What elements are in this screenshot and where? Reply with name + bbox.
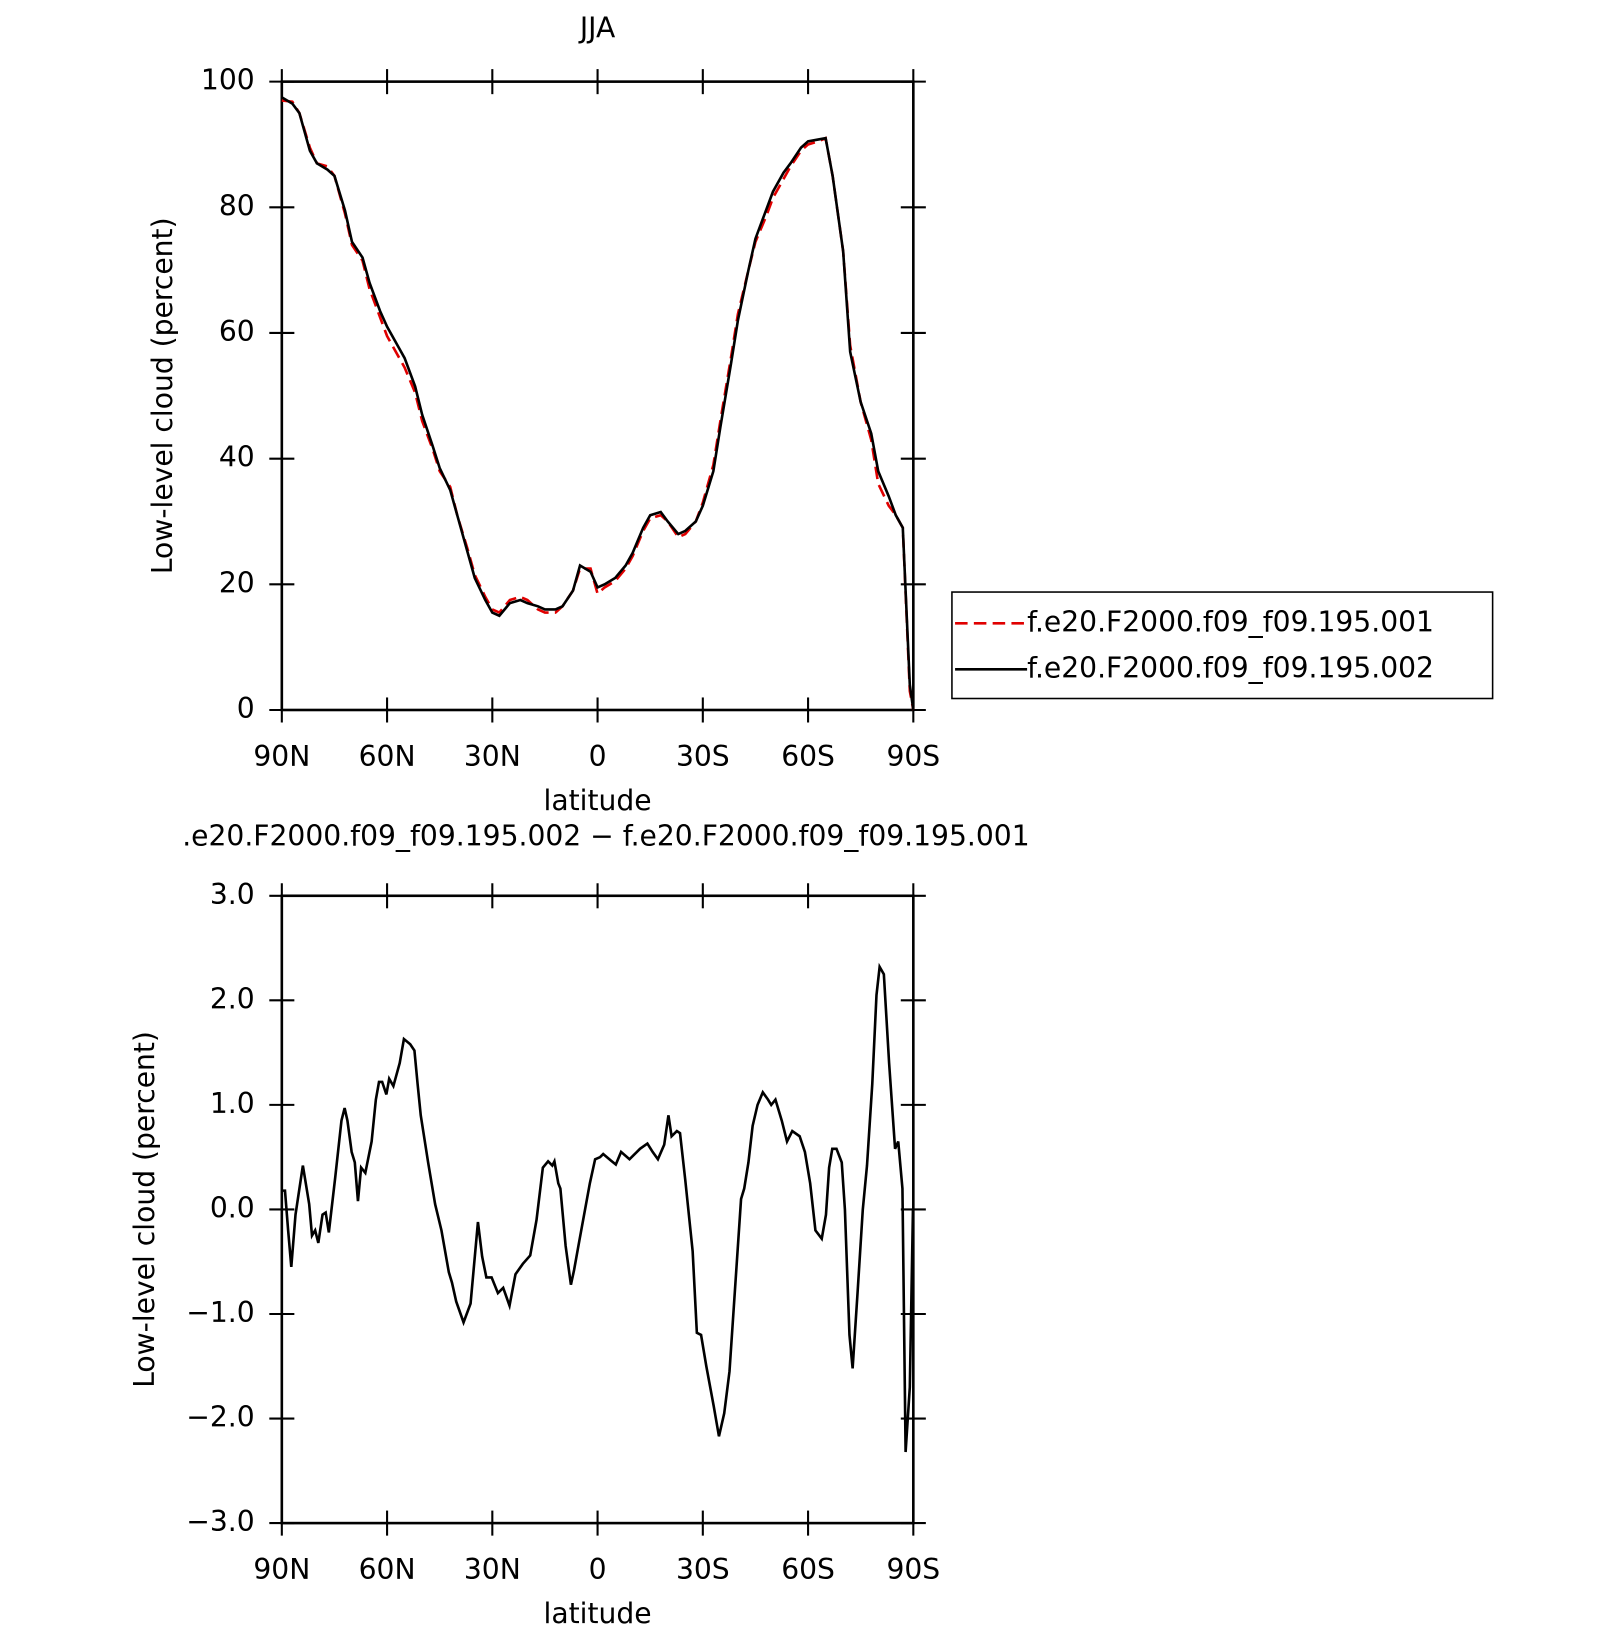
y-tick-label: −2.0	[186, 1401, 254, 1434]
legend-label: f.e20.F2000.f09_f09.195.002	[1027, 651, 1434, 684]
legend-box	[951, 591, 1494, 700]
x-tick-label: 60S	[781, 740, 835, 773]
x-tick-label: 60N	[359, 740, 416, 773]
y-tick-label: −3.0	[186, 1505, 254, 1538]
x-tick-label: 30N	[464, 740, 521, 773]
x-tick-label: 90S	[886, 740, 940, 773]
x-tick-label: 30S	[676, 1553, 730, 1586]
y-tick-label: 20	[219, 566, 255, 599]
x-tick-label: 90S	[886, 1553, 940, 1586]
y-tick-label: 0.0	[210, 1191, 255, 1224]
y-axis-label: Low-level cloud (percent)	[128, 1031, 161, 1388]
x-axis-label: latitude	[544, 784, 652, 817]
x-tick-label: 0	[589, 1553, 607, 1586]
data-line	[281, 962, 915, 1453]
data-line	[281, 96, 915, 711]
y-tick-label: 40	[219, 441, 255, 474]
x-tick-label: 0	[589, 740, 607, 773]
y-axis-label: Low-level cloud (percent)	[146, 217, 179, 574]
x-tick-label: 60S	[781, 1553, 835, 1586]
x-tick-label: 30S	[676, 740, 730, 773]
x-tick-label: 90N	[253, 1553, 310, 1586]
y-tick-label: 1.0	[210, 1087, 255, 1120]
y-tick-label: 2.0	[210, 982, 255, 1015]
x-axis-label: latitude	[544, 1597, 652, 1630]
y-tick-label: 3.0	[210, 878, 255, 911]
y-tick-label: 80	[219, 189, 255, 222]
x-tick-label: 30N	[464, 1553, 521, 1586]
x-tick-label: 90N	[253, 740, 310, 773]
x-tick-label: 60N	[359, 1553, 416, 1586]
chart-title: .e20.F2000.f09_f09.195.002 − f.e20.F2000…	[182, 819, 1029, 852]
plot-frame	[280, 80, 915, 712]
y-tick-label: 100	[201, 64, 255, 97]
chart-title: JJA	[578, 11, 616, 44]
data-line	[281, 99, 915, 711]
y-tick-label: −1.0	[186, 1296, 254, 1329]
y-tick-label: 0	[237, 692, 255, 725]
plot-frame	[280, 894, 915, 1525]
legend-label: f.e20.F2000.f09_f09.195.001	[1027, 605, 1434, 638]
y-tick-label: 60	[219, 315, 255, 348]
